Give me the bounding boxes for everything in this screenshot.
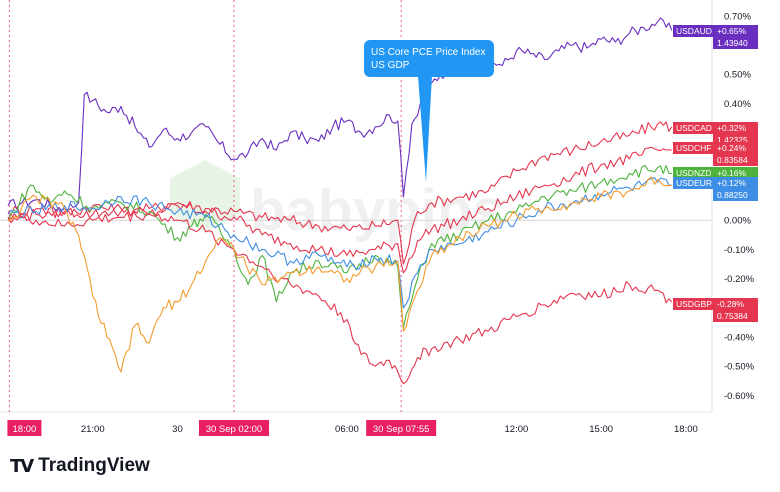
usdchf-line xyxy=(7,146,672,274)
price-tag-name-bg xyxy=(673,142,713,154)
price-tag-change: +0.16% xyxy=(717,168,747,178)
price-tag-change: +0.32% xyxy=(717,123,747,133)
price-tag-price: 0.83584 xyxy=(717,155,748,165)
unlabeled-line xyxy=(7,176,672,373)
price-tag-change-bg xyxy=(713,25,758,37)
tradingview-logo[interactable]: TV TradingView xyxy=(10,452,150,480)
price-tag-name-bg xyxy=(673,167,713,179)
x-tick-label: 06:00 xyxy=(335,424,359,435)
price-tag-price: 1.43940 xyxy=(717,38,748,48)
usdgbp-line xyxy=(7,211,673,385)
y-tick-label: -0.50% xyxy=(724,362,755,373)
price-tag-usdeur: USDEUR +0.12% 0.88250 xyxy=(673,177,758,201)
usdaud-line xyxy=(7,17,673,213)
price-tag-change: +0.12% xyxy=(717,178,747,188)
x-highlight-bg xyxy=(7,420,42,436)
usdcad-line xyxy=(7,121,673,265)
event-callout-pointer xyxy=(418,76,432,182)
x-highlight-label: 18:00 xyxy=(13,424,37,435)
x-highlight-tag-0: 18:00 xyxy=(7,420,42,436)
session-lines xyxy=(8,0,402,412)
series-layer xyxy=(7,17,673,385)
price-tag-name-bg xyxy=(673,122,713,134)
price-tag-symbol: USDAUD xyxy=(676,26,712,36)
event-callout-line1: US Core PCE Price Index xyxy=(371,47,486,58)
usdnzd-line xyxy=(7,164,672,329)
price-tag-symbol: USDEUR xyxy=(676,178,712,188)
x-tick-label: 15:00 xyxy=(589,424,613,435)
x-highlight-bg xyxy=(198,420,269,436)
x-highlight-tag-1: 30 Sep 02:00 xyxy=(198,420,269,436)
x-highlight-tag-2: 30 Sep 07:55 xyxy=(366,420,437,436)
price-tag-change: +0.65% xyxy=(717,26,747,36)
y-tick-label: -0.20% xyxy=(724,274,755,285)
event-callout-line2: US GDP xyxy=(371,60,410,71)
y-tick-label: -0.40% xyxy=(724,333,755,344)
price-tag-price-bg xyxy=(713,154,758,166)
price-tag-usdnzd: USDNZD +0.16% xyxy=(673,167,758,179)
price-tag-name-bg xyxy=(673,25,713,37)
x-tick-label: 30 xyxy=(172,424,183,435)
price-tag-price: 0.75384 xyxy=(717,311,748,321)
price-tag-change-bg xyxy=(713,142,758,154)
price-tag-price-bg xyxy=(713,310,758,322)
price-tag-change: +0.24% xyxy=(717,143,747,153)
price-tag-change-bg xyxy=(713,122,758,134)
x-tick-label: 12:00 xyxy=(505,424,529,435)
price-tag-change-bg xyxy=(713,298,758,310)
price-tag-change-bg xyxy=(713,177,758,189)
price-tag-symbol: USDCHF xyxy=(676,143,711,153)
event-callout-box xyxy=(364,40,494,77)
y-tick-label: 0.70% xyxy=(724,11,751,22)
y-tick-label: 0.50% xyxy=(724,70,751,81)
y-tick-label: -0.60% xyxy=(724,391,755,402)
x-highlight-bg xyxy=(366,420,437,436)
price-tag-symbol: USDGBP xyxy=(676,299,712,309)
price-tag-change: -0.28% xyxy=(717,299,744,309)
price-tag-usdaud: USDAUD +0.65% 1.43940 xyxy=(673,25,758,49)
y-tick-label: -0.10% xyxy=(724,245,755,256)
price-tag-symbol: USDCAD xyxy=(676,123,712,133)
tradingview-wordmark: TradingView xyxy=(38,455,150,476)
price-tag-name-bg xyxy=(673,177,713,189)
tradingview-mark-icon: TV xyxy=(10,455,34,477)
y-axis-panel xyxy=(712,0,780,412)
price-tag-price: 0.88250 xyxy=(717,190,748,200)
x-axis-highlight-tags: 18:00 30 Sep 02:00 30 Sep 07:55 xyxy=(7,420,437,436)
x-tick-label: 21:00 xyxy=(81,424,105,435)
price-tag-symbol: USDNZD xyxy=(676,168,711,178)
watermark-text: babypips xyxy=(250,178,505,243)
y-tick-label: 0.00% xyxy=(724,216,751,227)
price-tag-price-bg xyxy=(713,37,758,49)
price-tag-name-bg xyxy=(673,298,713,310)
price-tag-usdchf: USDCHF +0.24% 0.83584 xyxy=(673,142,758,166)
usdeur-line xyxy=(7,177,672,309)
y-tick-label: 0.40% xyxy=(724,99,751,110)
price-tag-change-bg xyxy=(713,167,758,179)
x-highlight-label: 30 Sep 02:00 xyxy=(206,424,263,435)
event-callout[interactable]: US Core PCE Price Index US GDP xyxy=(364,40,494,182)
price-tag-price-bg xyxy=(713,189,758,201)
price-tag-usdgbp: USDGBP -0.28% 0.75384 xyxy=(673,298,758,322)
x-highlight-label: 30 Sep 07:55 xyxy=(373,424,430,435)
x-tick-label: 18:00 xyxy=(674,424,698,435)
price-tag-price: 1.42325 xyxy=(717,135,748,145)
